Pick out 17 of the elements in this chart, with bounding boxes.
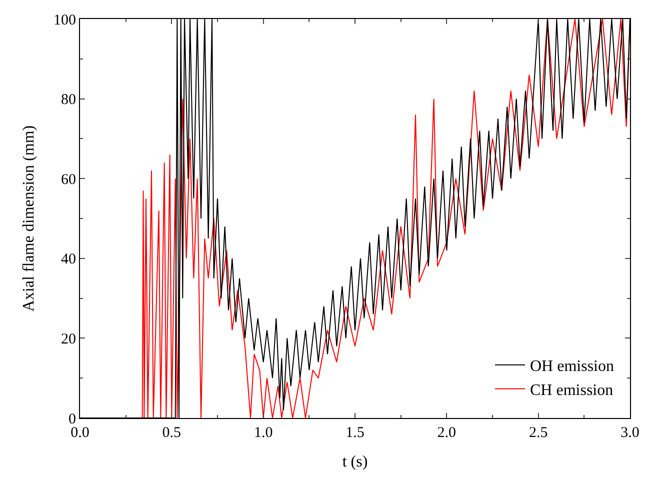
y-tick-label: 60 [61, 172, 76, 188]
x-tick-label: 1.5 [346, 425, 364, 441]
x-axis-title: t (s) [342, 454, 368, 471]
x-tick-label: 3.0 [620, 425, 640, 441]
legend-label: OH emission [530, 358, 614, 376]
y-tick-label: 20 [61, 331, 76, 348]
y-tick-label: 0 [68, 411, 76, 428]
y-tick-label: 80 [61, 92, 76, 108]
y-tick-label: 100 [54, 12, 76, 28]
legend-label: CH emission [530, 382, 614, 399]
y-tick-label: 40 [61, 252, 76, 268]
x-tick-label: 0.5 [162, 425, 182, 441]
x-tick-label: 2.0 [437, 425, 456, 441]
x-tick-label: 1.0 [254, 425, 273, 441]
x-tick-label: 0.0 [70, 425, 90, 441]
x-tick-label: 2.5 [528, 425, 548, 441]
y-axis-title: Axial flame dimension (mm) [20, 125, 38, 312]
